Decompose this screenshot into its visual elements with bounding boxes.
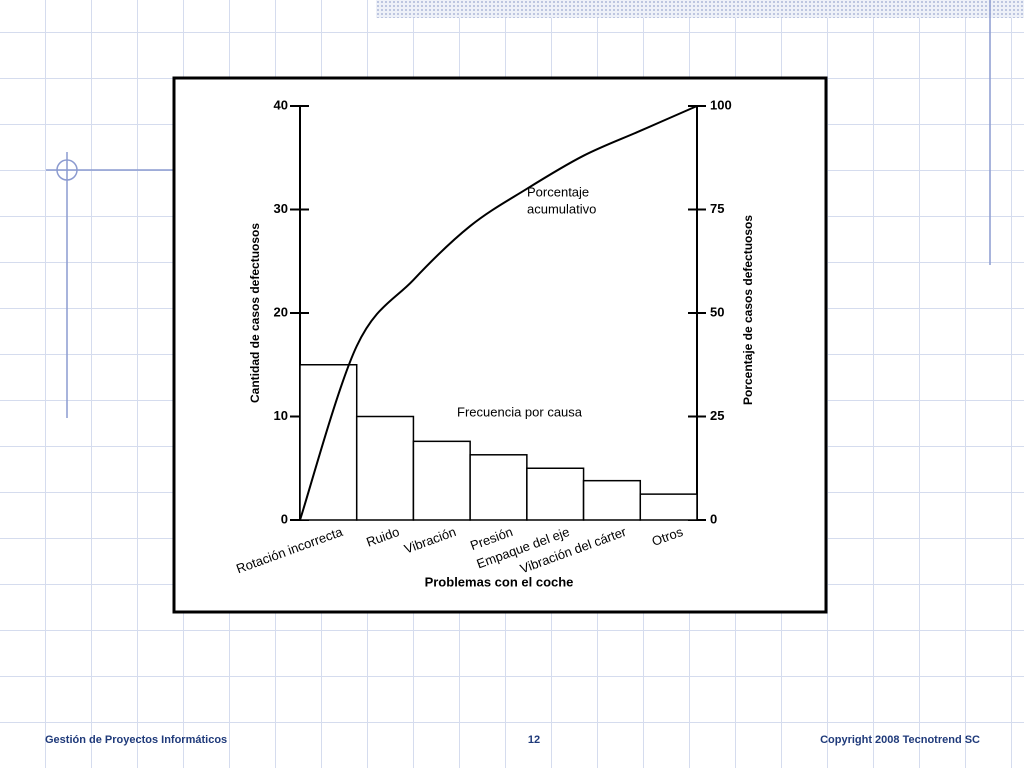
bar	[412, 440, 471, 521]
deco-circle	[56, 159, 78, 181]
page-number: 12	[528, 734, 540, 746]
footer-right: Copyright 2008 Tecnotrend SC	[820, 734, 980, 746]
chart-frame	[172, 76, 828, 614]
annotation: Porcentaje	[527, 184, 589, 199]
bar	[299, 364, 358, 521]
y2-tick-label: 0	[710, 511, 717, 526]
bar	[582, 479, 642, 521]
y-axis-label: Cantidad de casos defectuosos	[248, 223, 262, 403]
y-tick-label: 40	[274, 97, 288, 112]
y2-axis-label: Porcentaje de casos defectuosos	[741, 215, 755, 405]
bar	[469, 454, 528, 521]
bar	[355, 415, 415, 521]
footer-left: Gestión de Proyectos Informáticos	[45, 734, 227, 746]
y2-tick-label: 75	[710, 201, 724, 216]
x-axis-label: Problemas con el coche	[425, 574, 574, 589]
y-tick-label: 20	[274, 304, 288, 319]
bar	[639, 493, 698, 521]
y2-tick-label: 50	[710, 304, 724, 319]
y-tick-label: 10	[274, 408, 288, 423]
top-band	[376, 0, 1024, 18]
annotation: Frecuencia por causa	[457, 404, 583, 419]
y-tick-label: 0	[281, 511, 288, 526]
annotation: acumulativo	[527, 201, 596, 216]
y-tick-label: 30	[274, 201, 288, 216]
cumulative-line	[299, 105, 698, 521]
y2-tick-label: 100	[710, 97, 732, 112]
bar	[526, 467, 585, 521]
y2-tick-label: 25	[710, 408, 724, 423]
